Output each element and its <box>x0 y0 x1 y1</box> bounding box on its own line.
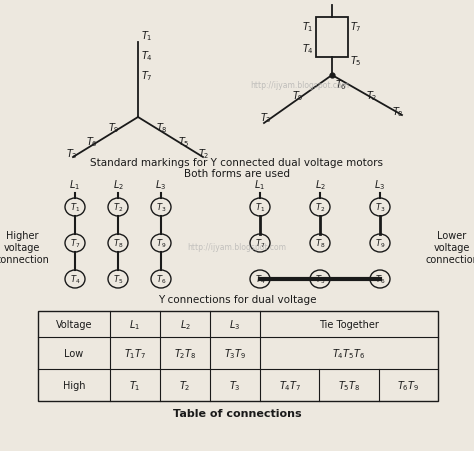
Text: $T_6T_9$: $T_6T_9$ <box>397 378 419 392</box>
Text: $T_8$: $T_8$ <box>113 237 123 250</box>
Text: $T_3$: $T_3$ <box>229 378 241 392</box>
Text: $T_2T_8$: $T_2T_8$ <box>174 346 196 360</box>
Text: $L_3$: $L_3$ <box>374 178 385 192</box>
Text: $T_2$: $T_2$ <box>315 201 325 214</box>
Text: $T_4$: $T_4$ <box>141 49 153 63</box>
Text: $T_7$: $T_7$ <box>141 69 153 83</box>
Text: $T_1$: $T_1$ <box>141 29 153 43</box>
Text: High: High <box>63 380 85 390</box>
Text: $T_4$: $T_4$ <box>255 273 265 285</box>
Text: $T_2$: $T_2$ <box>113 201 123 214</box>
Text: $T_3$: $T_3$ <box>375 201 385 214</box>
Bar <box>316 18 348 58</box>
Text: $T_9$: $T_9$ <box>375 237 385 250</box>
Bar <box>38 311 438 401</box>
Text: $T_7$: $T_7$ <box>255 237 265 250</box>
Text: $T_6$: $T_6$ <box>375 273 385 285</box>
Text: $T_3T_9$: $T_3T_9$ <box>224 346 246 360</box>
Text: $T_8$: $T_8$ <box>392 105 404 119</box>
Text: $T_9$: $T_9$ <box>156 237 166 250</box>
Text: $T_9$: $T_9$ <box>292 89 304 103</box>
Text: $T_7$: $T_7$ <box>350 20 362 34</box>
Text: Y connections for dual voltage: Y connections for dual voltage <box>158 295 316 304</box>
Text: $T_1$: $T_1$ <box>129 378 141 392</box>
Text: $T_1T_7$: $T_1T_7$ <box>124 346 146 360</box>
Text: $L_3$: $L_3$ <box>155 178 166 192</box>
Text: $T_4T_5T_6$: $T_4T_5T_6$ <box>332 346 365 360</box>
Text: $T_2$: $T_2$ <box>366 89 377 103</box>
Text: $T_1$: $T_1$ <box>255 201 265 214</box>
Text: $L_2$: $L_2$ <box>180 318 191 331</box>
Text: $T_2$: $T_2$ <box>198 147 210 161</box>
Text: Table of connections: Table of connections <box>173 408 301 418</box>
Text: Voltage: Voltage <box>56 319 92 329</box>
Text: $T_3$: $T_3$ <box>66 147 78 161</box>
Text: Tie Together: Tie Together <box>319 319 379 329</box>
Text: $T_5$: $T_5$ <box>113 273 123 285</box>
Text: http://ijyam.blogspot.com: http://ijyam.blogspot.com <box>188 243 286 252</box>
Text: $T_6$: $T_6$ <box>335 78 347 92</box>
Text: Low: Low <box>64 348 83 358</box>
Text: $L_3$: $L_3$ <box>229 318 241 331</box>
Text: $T_1$: $T_1$ <box>70 201 80 214</box>
Text: $T_4T_7$: $T_4T_7$ <box>279 378 301 392</box>
Text: $T_4$: $T_4$ <box>70 273 80 285</box>
Text: Standard markings for Y connected dual voltage motors: Standard markings for Y connected dual v… <box>91 158 383 168</box>
Text: $T_8$: $T_8$ <box>315 237 325 250</box>
Text: $T_7$: $T_7$ <box>70 237 80 250</box>
Text: $T_5T_8$: $T_5T_8$ <box>338 378 360 392</box>
Text: $T_3$: $T_3$ <box>156 201 166 214</box>
Text: $L_1$: $L_1$ <box>129 318 140 331</box>
Text: $T_2$: $T_2$ <box>179 378 191 392</box>
Text: $T_5$: $T_5$ <box>315 273 325 285</box>
Text: $L_1$: $L_1$ <box>255 178 265 192</box>
Text: $L_2$: $L_2$ <box>112 178 124 192</box>
Text: Both forms are used: Both forms are used <box>184 169 290 179</box>
Text: http://ijyam.blogspot.com: http://ijyam.blogspot.com <box>250 80 349 89</box>
Text: $T_9$: $T_9$ <box>108 121 120 134</box>
Text: $T_8$: $T_8$ <box>156 121 168 134</box>
Text: $L_1$: $L_1$ <box>70 178 81 192</box>
Text: $T_5$: $T_5$ <box>350 54 362 68</box>
Text: $L_2$: $L_2$ <box>315 178 326 192</box>
Text: $T_6$: $T_6$ <box>156 273 166 285</box>
Text: $T_4$: $T_4$ <box>302 42 314 56</box>
Text: $T_6$: $T_6$ <box>86 135 98 148</box>
Text: Higher
voltage
connection: Higher voltage connection <box>0 231 49 264</box>
Text: $T_1$: $T_1$ <box>302 20 314 34</box>
Text: $T_3$: $T_3$ <box>260 111 272 124</box>
Text: Lower
voltage
connection: Lower voltage connection <box>425 231 474 264</box>
Text: $T_5$: $T_5$ <box>178 135 190 148</box>
